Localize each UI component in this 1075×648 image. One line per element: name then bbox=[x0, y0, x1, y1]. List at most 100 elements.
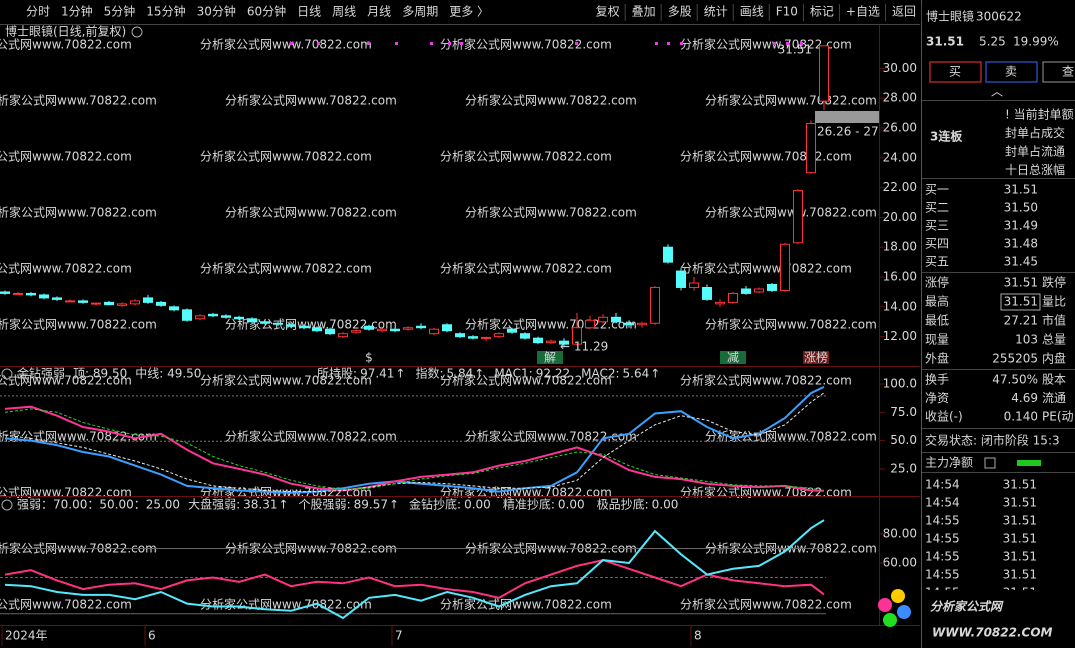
candle-body bbox=[754, 288, 764, 293]
signal-dot bbox=[667, 42, 670, 45]
candle-body bbox=[559, 340, 569, 345]
period-tab[interactable]: 分时 bbox=[26, 5, 50, 19]
candle-body bbox=[338, 333, 348, 338]
legend-sep: : bbox=[615, 367, 619, 381]
bid-label: 买二 bbox=[925, 201, 949, 215]
candle-body bbox=[65, 300, 75, 303]
trade-price: 31.51 bbox=[1003, 478, 1037, 492]
logo-petal bbox=[878, 598, 892, 612]
stat-label: 最高 bbox=[925, 294, 949, 309]
tool-button[interactable]: 标记 bbox=[810, 5, 834, 19]
period-tab[interactable]: 更多 〉 bbox=[449, 5, 489, 19]
trade-button-label[interactable]: 卖 bbox=[1005, 65, 1017, 79]
collapse[interactable]: ︿ bbox=[991, 85, 1003, 99]
legend-name: MAC1 bbox=[494, 367, 528, 381]
candle-body bbox=[689, 282, 699, 288]
legend-sep: : bbox=[551, 498, 555, 512]
tool-button[interactable]: 叠加 bbox=[632, 5, 656, 19]
bid-label: 买四 bbox=[925, 237, 949, 251]
legend-value: 5.64 bbox=[623, 367, 650, 381]
tool-button[interactable]: 多股 bbox=[668, 5, 692, 19]
period-tab[interactable]: 30分钟 bbox=[197, 4, 236, 19]
candle-body bbox=[572, 327, 582, 345]
period-tab[interactable]: 15分钟 bbox=[146, 4, 185, 19]
stat-label: 跌停 bbox=[1042, 275, 1066, 290]
candle-body bbox=[13, 292, 23, 295]
watermark: 分析家公式网www.70822.com bbox=[225, 429, 397, 444]
candle-body bbox=[442, 324, 452, 332]
trade-button-label[interactable]: 查 bbox=[1062, 65, 1074, 79]
candle-body bbox=[104, 301, 114, 306]
watermark: 分析家公式网www.70822.com bbox=[465, 429, 637, 444]
watermark: 分析家公式网www.70822.com bbox=[705, 93, 877, 108]
annotation-high: 31.51 bbox=[778, 43, 812, 57]
candle-body bbox=[806, 122, 816, 174]
tool-button[interactable]: 画线 bbox=[740, 5, 764, 19]
trade-button[interactable] bbox=[1042, 61, 1075, 83]
watermark: 分析家公式网www.70822.com bbox=[705, 429, 877, 444]
stock-code: 300622 bbox=[976, 10, 1022, 24]
legend-name: 精准抄底 bbox=[503, 497, 551, 512]
candle-body bbox=[429, 328, 439, 335]
watermark: 分析家公式网www.70822.com bbox=[440, 373, 612, 388]
legend-value: 97.41 bbox=[360, 367, 394, 381]
title-icon[interactable] bbox=[131, 26, 143, 38]
period-tab[interactable]: 多周期 bbox=[402, 5, 438, 19]
candle-body bbox=[793, 190, 803, 244]
watermark: 分析家公式网www.70822.com bbox=[0, 597, 132, 612]
tool-button[interactable]: 统计 bbox=[704, 5, 728, 19]
price: 31.51 bbox=[926, 35, 964, 49]
flow-icon[interactable] bbox=[984, 457, 996, 469]
tool-button[interactable]: +自选 bbox=[846, 5, 880, 19]
trade-button[interactable] bbox=[929, 61, 982, 83]
period-tab[interactable]: 月线 bbox=[367, 5, 391, 19]
candle-body bbox=[117, 303, 127, 306]
period-tab[interactable]: 日线 bbox=[297, 5, 321, 19]
watermark: 分析家公式网www.70822.com bbox=[225, 205, 397, 220]
tool-button[interactable]: 返回 bbox=[892, 5, 916, 19]
panel-icon[interactable] bbox=[1, 499, 13, 511]
watermark: 分析家公式网www.70822.com bbox=[465, 205, 637, 220]
reference-label: 中线: 49.50 bbox=[135, 366, 201, 381]
period-tab[interactable]: 1分钟 bbox=[61, 4, 93, 19]
value-box bbox=[1000, 293, 1041, 311]
y-tick-label: 14.00 bbox=[883, 299, 917, 313]
panel-icon[interactable] bbox=[1, 368, 13, 380]
tool-button[interactable]: 复权 bbox=[596, 5, 620, 19]
candle-body bbox=[78, 300, 88, 303]
signal-dot bbox=[680, 42, 683, 45]
bid-price: 31.49 bbox=[1004, 219, 1038, 233]
period-tab[interactable]: 周线 bbox=[332, 5, 356, 19]
seal-info: 十日总涨幅 bbox=[1005, 162, 1065, 177]
stat-value: 31.51 bbox=[1004, 276, 1038, 290]
watermark: 分析家公式网www.70822.com bbox=[0, 149, 132, 164]
panel-title: 强弱：70.00：50.00：25.00 bbox=[17, 498, 180, 512]
candle-body bbox=[416, 325, 426, 329]
candle-body bbox=[702, 286, 712, 300]
candle-body bbox=[598, 316, 608, 323]
annotation-low: ← 11.29 bbox=[560, 340, 608, 354]
bid-price: 31.48 bbox=[1004, 237, 1038, 251]
watermark: 分析家公式网www.70822.com bbox=[705, 205, 877, 220]
candle-body bbox=[351, 330, 361, 333]
trade-button-label[interactable]: 买 bbox=[949, 65, 961, 79]
tool-button[interactable]: F10 bbox=[776, 5, 798, 19]
trade-button[interactable] bbox=[985, 61, 1038, 83]
signal-dot bbox=[317, 42, 320, 45]
trade-time: 14:54 bbox=[925, 496, 960, 510]
series-line bbox=[4, 559, 825, 599]
change: 5.25 bbox=[979, 35, 1006, 49]
period-tab[interactable]: 5分钟 bbox=[104, 4, 136, 19]
watermark: 分析家公式网www.70822.com bbox=[0, 93, 157, 108]
candle-body bbox=[507, 328, 517, 333]
watermark: 分析家公式网www.70822.com bbox=[200, 373, 372, 388]
watermark: 分析家公式网www.70822.com bbox=[0, 261, 132, 276]
y-tick-label: 100.0 bbox=[883, 377, 917, 391]
trade-time: 14:55 bbox=[925, 514, 960, 528]
stat-label: 现量 bbox=[925, 333, 949, 347]
period-tab[interactable]: 60分钟 bbox=[247, 4, 286, 19]
stat-label: 股本 bbox=[1042, 373, 1066, 387]
candle-body bbox=[182, 309, 192, 321]
legend-value: 5.84 bbox=[447, 367, 474, 381]
